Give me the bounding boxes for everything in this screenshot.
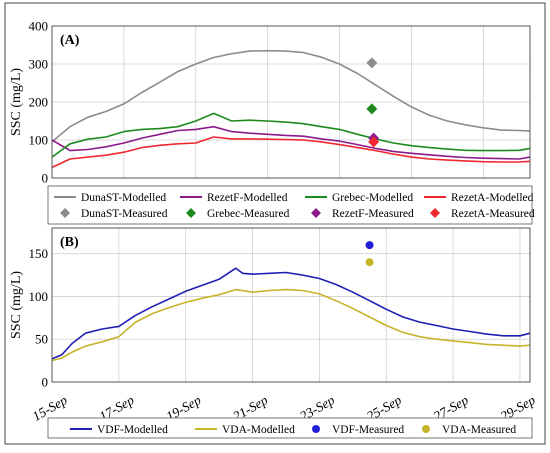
series-line-dunast-modelled bbox=[51, 49, 531, 143]
figure-border bbox=[4, 2, 546, 445]
legend-label-dunast-modelled: DunaST-Modelled bbox=[81, 192, 166, 204]
legend-label-dunast-measured: DunaST-Measured bbox=[81, 208, 168, 220]
legend-label-rezeta-measured: RezetA-Measured bbox=[451, 208, 535, 220]
legend-label-vdf-modelled: VDF-Modelled bbox=[97, 424, 168, 436]
panel-b-legend-box bbox=[47, 417, 533, 439]
legend-swatch-vda-measured bbox=[422, 425, 430, 433]
panel-a-ytick-label: 100 bbox=[29, 133, 49, 148]
legend-label-rezetf-modelled: RezetF-Modelled bbox=[207, 192, 288, 204]
legend-label-vda-measured: VDA-Measured bbox=[442, 424, 516, 436]
panel-b-label: (B) bbox=[60, 235, 79, 250]
series-line-rezeta-modelled bbox=[51, 136, 531, 169]
panel-a-ytick-label: 300 bbox=[29, 57, 49, 72]
legend-swatch-rezeta-measured bbox=[430, 208, 440, 218]
marker-dunast-measured bbox=[366, 57, 378, 69]
panel-b-ytick-label: 150 bbox=[29, 246, 49, 261]
panel-b-ytick-label: 100 bbox=[29, 289, 49, 304]
panel-a-ytick-label: 200 bbox=[29, 95, 49, 110]
series-line-vda-modelled bbox=[51, 288, 531, 362]
panel-a-ytick-label: 0 bbox=[42, 171, 49, 186]
panel-a-ytick-label: 400 bbox=[29, 19, 49, 34]
panel-b-plot-area bbox=[52, 228, 530, 382]
panel-a-legend-box bbox=[47, 185, 533, 225]
legend-swatch-grebec-measured bbox=[186, 208, 196, 218]
panel-b-ytick-label: 50 bbox=[35, 332, 48, 347]
legend-label-grebec-measured: Grebec-Measured bbox=[207, 208, 290, 220]
marker-vdf-measured bbox=[365, 241, 374, 250]
legend-label-grebec-modelled: Grebec-Modelled bbox=[332, 192, 413, 204]
panel-a-ylabel: SSC (mg/L) bbox=[9, 68, 24, 136]
marker-grebec-measured bbox=[366, 103, 378, 115]
legend-swatch-rezetf-measured bbox=[311, 208, 321, 218]
marker-vda-measured bbox=[365, 258, 374, 267]
series-line-vdf-modelled bbox=[51, 267, 531, 360]
legend-swatch-vdf-measured bbox=[312, 425, 320, 433]
legend-label-rezetf-measured: RezetF-Measured bbox=[332, 208, 414, 220]
series-line-grebec-modelled bbox=[51, 112, 531, 158]
panel-b-ytick-label: 0 bbox=[42, 375, 49, 390]
series-line-rezetf-modelled bbox=[51, 125, 531, 160]
legend-label-rezeta-modelled: RezetA-Modelled bbox=[451, 192, 534, 204]
legend-label-vdf-measured: VDF-Measured bbox=[332, 424, 404, 436]
marker-rezeta-measured bbox=[368, 136, 380, 148]
panel-b-ylabel: SSC (mg/L) bbox=[9, 271, 24, 339]
panel-b-axes-frame bbox=[51, 227, 531, 383]
legend-swatch-dunast-measured bbox=[60, 208, 70, 218]
panel-a-axes-frame bbox=[51, 25, 531, 179]
legend-label-vda-modelled: VDA-Modelled bbox=[222, 424, 295, 436]
panel-a-label: (A) bbox=[60, 33, 80, 48]
